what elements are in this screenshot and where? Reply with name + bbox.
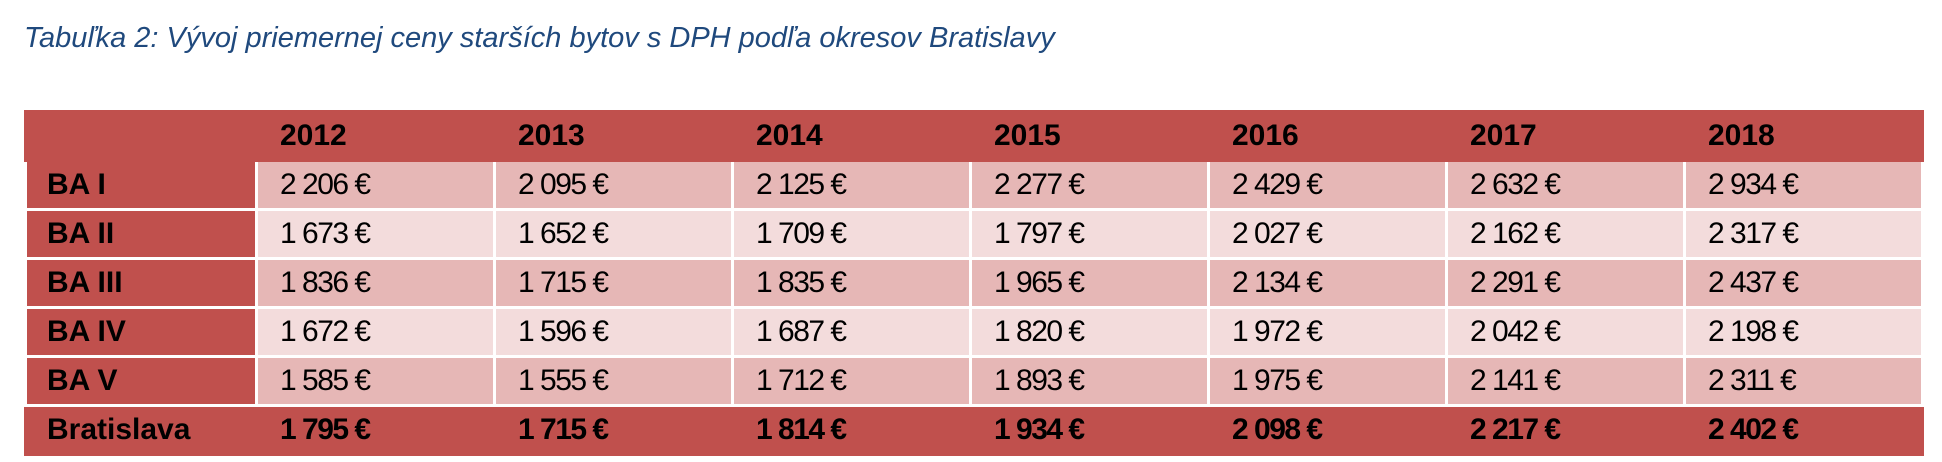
price-cell: 2 125 € bbox=[731, 159, 972, 211]
corner-cell bbox=[24, 110, 258, 162]
header-row: 2012 2013 2014 2015 2016 2017 2018 bbox=[24, 110, 1924, 162]
price-cell: 1 715 € bbox=[493, 257, 734, 309]
price-cell: 2 206 € bbox=[255, 159, 496, 211]
price-cell: 2 311 € bbox=[1683, 355, 1924, 407]
price-cell: 1 673 € bbox=[255, 208, 496, 260]
year-header: 2016 bbox=[1207, 110, 1448, 162]
price-cell: 2 027 € bbox=[1207, 208, 1448, 260]
table-row: BA V 1 585 € 1 555 € 1 712 € 1 893 € 1 9… bbox=[24, 355, 1924, 407]
price-cell: 2 134 € bbox=[1207, 257, 1448, 309]
table-row: BA IV 1 672 € 1 596 € 1 687 € 1 820 € 1 … bbox=[24, 306, 1924, 358]
table-row: BA II 1 673 € 1 652 € 1 709 € 1 797 € 2 … bbox=[24, 208, 1924, 260]
price-cell: 2 437 € bbox=[1683, 257, 1924, 309]
total-cell: 2 217 € bbox=[1445, 404, 1686, 456]
price-cell: 1 820 € bbox=[969, 306, 1210, 358]
price-cell: 2 429 € bbox=[1207, 159, 1448, 211]
price-cell: 1 709 € bbox=[731, 208, 972, 260]
year-header: 2012 bbox=[255, 110, 496, 162]
total-cell: 2 098 € bbox=[1207, 404, 1448, 456]
price-cell: 2 632 € bbox=[1445, 159, 1686, 211]
total-cell: 1 814 € bbox=[731, 404, 972, 456]
price-cell: 1 596 € bbox=[493, 306, 734, 358]
price-cell: 1 965 € bbox=[969, 257, 1210, 309]
table-row: BA III 1 836 € 1 715 € 1 835 € 1 965 € 2… bbox=[24, 257, 1924, 309]
total-cell: 1 715 € bbox=[493, 404, 734, 456]
table-row: BA I 2 206 € 2 095 € 2 125 € 2 277 € 2 4… bbox=[24, 159, 1924, 211]
year-header: 2017 bbox=[1445, 110, 1686, 162]
district-label: BA II bbox=[24, 208, 258, 260]
district-label: BA V bbox=[24, 355, 258, 407]
price-cell: 2 141 € bbox=[1445, 355, 1686, 407]
price-cell: 1 835 € bbox=[731, 257, 972, 309]
price-cell: 1 652 € bbox=[493, 208, 734, 260]
total-label: Bratislava bbox=[24, 404, 258, 456]
price-cell: 1 797 € bbox=[969, 208, 1210, 260]
price-cell: 2 934 € bbox=[1683, 159, 1924, 211]
district-label: BA I bbox=[24, 159, 258, 211]
price-table: 2012 2013 2014 2015 2016 2017 2018 BA I … bbox=[24, 110, 1924, 456]
year-header: 2013 bbox=[493, 110, 734, 162]
price-cell: 2 095 € bbox=[493, 159, 734, 211]
year-header: 2018 bbox=[1683, 110, 1924, 162]
price-cell: 2 042 € bbox=[1445, 306, 1686, 358]
price-cell: 2 291 € bbox=[1445, 257, 1686, 309]
price-cell: 2 277 € bbox=[969, 159, 1210, 211]
year-header: 2014 bbox=[731, 110, 972, 162]
table-caption: Tabuľka 2: Vývoj priemernej ceny staršíc… bbox=[24, 22, 1055, 54]
price-cell: 2 317 € bbox=[1683, 208, 1924, 260]
price-cell: 2 198 € bbox=[1683, 306, 1924, 358]
total-cell: 1 934 € bbox=[969, 404, 1210, 456]
price-cell: 1 585 € bbox=[255, 355, 496, 407]
price-cell: 1 687 € bbox=[731, 306, 972, 358]
total-cell: 2 402 € bbox=[1683, 404, 1924, 456]
price-cell: 1 555 € bbox=[493, 355, 734, 407]
price-cell: 1 893 € bbox=[969, 355, 1210, 407]
district-label: BA III bbox=[24, 257, 258, 309]
price-cell: 1 672 € bbox=[255, 306, 496, 358]
price-cell: 1 712 € bbox=[731, 355, 972, 407]
price-cell: 1 972 € bbox=[1207, 306, 1448, 358]
total-row: Bratislava 1 795 € 1 715 € 1 814 € 1 934… bbox=[24, 404, 1924, 456]
price-cell: 2 162 € bbox=[1445, 208, 1686, 260]
year-header: 2015 bbox=[969, 110, 1210, 162]
price-cell: 1 975 € bbox=[1207, 355, 1448, 407]
total-cell: 1 795 € bbox=[255, 404, 496, 456]
district-label: BA IV bbox=[24, 306, 258, 358]
price-cell: 1 836 € bbox=[255, 257, 496, 309]
